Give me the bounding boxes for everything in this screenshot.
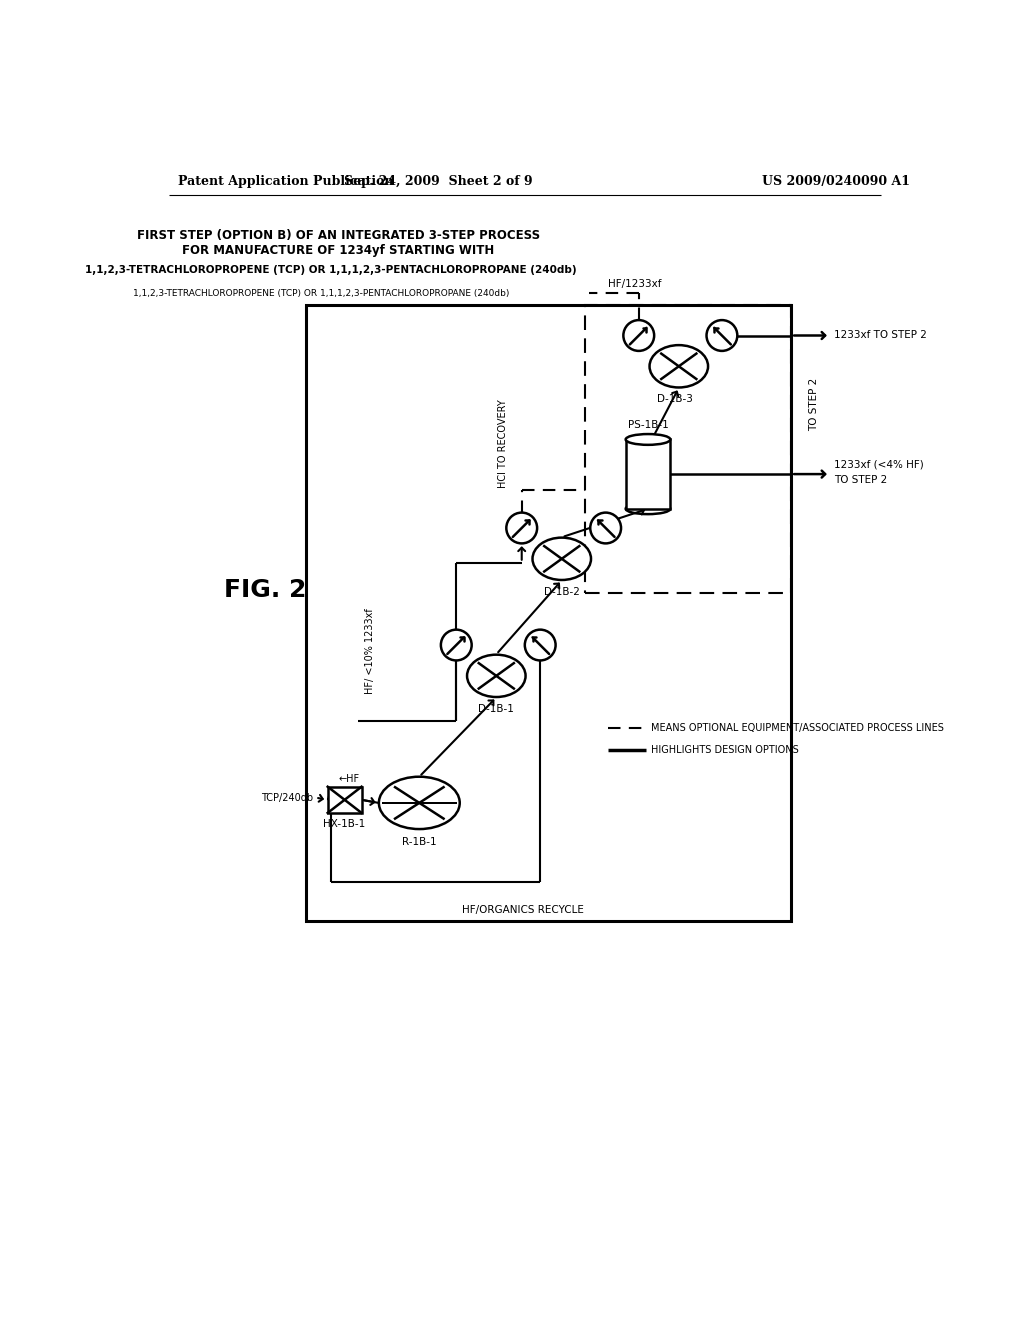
Text: R-1B-1: R-1B-1	[402, 837, 436, 846]
Text: Sep. 24, 2009  Sheet 2 of 9: Sep. 24, 2009 Sheet 2 of 9	[344, 176, 532, 187]
Text: ←HF: ←HF	[339, 775, 359, 784]
Bar	[585, 305, 792, 594]
Text: MEANS OPTIONAL EQUIPMENT/ASSOCIATED PROCESS LINES: MEANS OPTIONAL EQUIPMENT/ASSOCIATED PROC…	[651, 723, 944, 733]
Circle shape	[590, 512, 621, 544]
Text: 1,1,2,3-TETRACHLOROPROPENE (TCP) OR 1,1,1,2,3-PENTACHLOROPROPANE (240db): 1,1,2,3-TETRACHLOROPROPENE (TCP) OR 1,1,…	[85, 265, 577, 275]
Text: 1233xf (<4% HF): 1233xf (<4% HF)	[834, 459, 924, 470]
Text: D-1B-2: D-1B-2	[544, 586, 580, 597]
Text: D-1B-3: D-1B-3	[657, 395, 693, 404]
Ellipse shape	[626, 434, 671, 445]
Text: HF/1233xf: HF/1233xf	[608, 280, 662, 289]
Bar	[328, 787, 361, 813]
Bar	[626, 440, 671, 508]
Text: HF/ <10% 1233xf: HF/ <10% 1233xf	[366, 609, 376, 694]
Ellipse shape	[626, 503, 671, 513]
Text: TCP/240db: TCP/240db	[261, 792, 313, 803]
Text: FIG. 2: FIG. 2	[224, 578, 306, 602]
Ellipse shape	[379, 776, 460, 829]
Text: HX-1B-1: HX-1B-1	[324, 818, 366, 829]
Text: TO STEP 2: TO STEP 2	[809, 378, 819, 432]
Ellipse shape	[532, 537, 591, 579]
Ellipse shape	[467, 655, 525, 697]
Text: US 2009/0240090 A1: US 2009/0240090 A1	[762, 176, 910, 187]
Text: PS-1B-1: PS-1B-1	[628, 420, 669, 430]
Text: FOR MANUFACTURE OF 1234yf STARTING WITH: FOR MANUFACTURE OF 1234yf STARTING WITH	[182, 244, 495, 257]
Circle shape	[707, 321, 737, 351]
Text: TO STEP 2: TO STEP 2	[834, 475, 887, 486]
Text: 1,1,2,3-TETRACHLOROPROPENE (TCP) OR 1,1,1,2,3-PENTACHLOROPROPANE (240db): 1,1,2,3-TETRACHLOROPROPENE (TCP) OR 1,1,…	[133, 289, 510, 297]
Circle shape	[441, 630, 472, 660]
Text: Patent Application Publication: Patent Application Publication	[178, 176, 394, 187]
Circle shape	[525, 630, 556, 660]
Text: 1233xf TO STEP 2: 1233xf TO STEP 2	[834, 330, 927, 341]
Circle shape	[506, 512, 538, 544]
Bar	[306, 305, 792, 921]
Text: HIGHLIGHTS DESIGN OPTIONS: HIGHLIGHTS DESIGN OPTIONS	[651, 744, 799, 755]
Ellipse shape	[649, 345, 708, 388]
Text: FIRST STEP (OPTION B) OF AN INTEGRATED 3-STEP PROCESS: FIRST STEP (OPTION B) OF AN INTEGRATED 3…	[137, 228, 540, 242]
Text: HF/ORGANICS RECYCLE: HF/ORGANICS RECYCLE	[462, 906, 585, 915]
Text: HCl TO RECOVERY: HCl TO RECOVERY	[498, 399, 508, 488]
Text: D-1B-1: D-1B-1	[478, 704, 514, 714]
Circle shape	[624, 321, 654, 351]
